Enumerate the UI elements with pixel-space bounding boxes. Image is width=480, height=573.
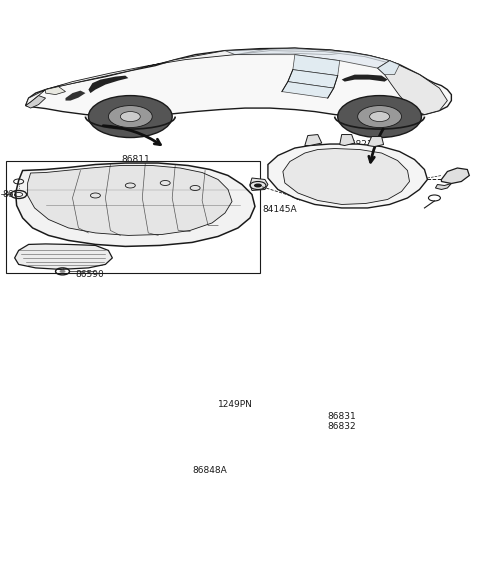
Polygon shape — [378, 61, 399, 74]
Polygon shape — [15, 244, 112, 269]
Circle shape — [370, 112, 390, 121]
Polygon shape — [225, 48, 390, 68]
Text: 86831
86832: 86831 86832 — [328, 411, 357, 431]
Text: 86590: 86590 — [75, 270, 104, 279]
Circle shape — [338, 96, 421, 138]
Circle shape — [108, 105, 152, 128]
Polygon shape — [293, 54, 340, 76]
Polygon shape — [16, 163, 255, 246]
Circle shape — [254, 183, 262, 187]
Polygon shape — [268, 144, 428, 208]
Polygon shape — [265, 427, 285, 436]
Polygon shape — [435, 183, 451, 190]
Polygon shape — [342, 74, 387, 81]
Polygon shape — [285, 416, 322, 433]
Text: 86811
86812: 86811 86812 — [121, 155, 150, 174]
Polygon shape — [305, 135, 322, 146]
Polygon shape — [442, 168, 469, 183]
Polygon shape — [378, 61, 447, 115]
Polygon shape — [265, 446, 285, 455]
Text: 86834E: 86834E — [3, 190, 37, 199]
Polygon shape — [25, 48, 451, 117]
Polygon shape — [265, 415, 285, 425]
Polygon shape — [25, 48, 350, 105]
Text: 1416LK: 1416LK — [56, 168, 89, 178]
Text: 86841
86842: 86841 86842 — [394, 163, 422, 183]
Polygon shape — [88, 76, 128, 93]
Polygon shape — [250, 178, 268, 190]
Polygon shape — [65, 91, 85, 101]
Polygon shape — [28, 166, 232, 236]
Circle shape — [60, 270, 65, 273]
Polygon shape — [340, 135, 355, 146]
Text: 1249PN: 1249PN — [188, 215, 223, 224]
Text: 1249PN: 1249PN — [218, 400, 253, 409]
Polygon shape — [235, 49, 399, 65]
Polygon shape — [236, 442, 246, 446]
Polygon shape — [258, 453, 270, 458]
Polygon shape — [25, 96, 46, 108]
Polygon shape — [288, 69, 338, 88]
Circle shape — [358, 105, 402, 128]
Polygon shape — [46, 87, 65, 95]
Text: 86848A: 86848A — [192, 466, 228, 475]
Text: 86821B
86822B: 86821B 86822B — [345, 140, 380, 159]
Polygon shape — [283, 148, 409, 205]
Circle shape — [88, 96, 172, 138]
Polygon shape — [282, 81, 334, 98]
Polygon shape — [368, 136, 384, 147]
Circle shape — [120, 112, 140, 121]
Polygon shape — [245, 430, 265, 439]
Text: 84145A: 84145A — [262, 205, 297, 214]
Bar — [6, 160, 260, 273]
